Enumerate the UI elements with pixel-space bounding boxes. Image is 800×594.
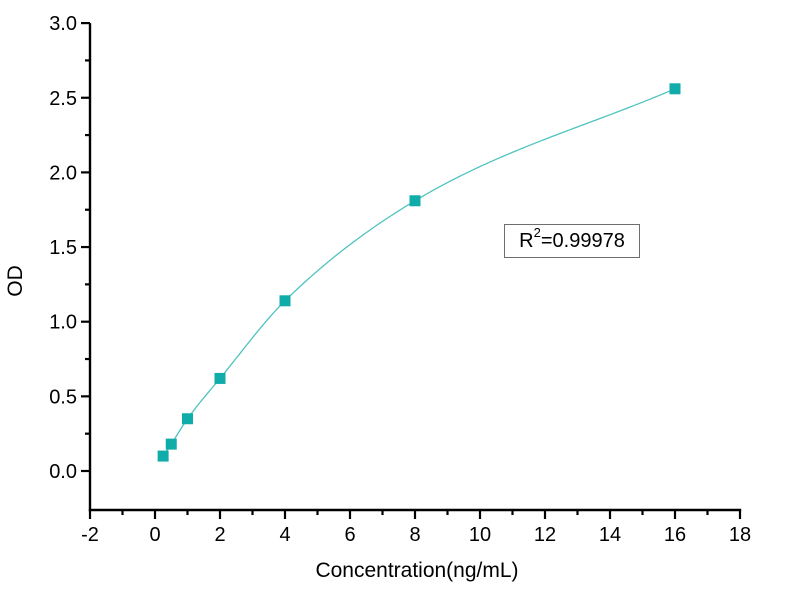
data-point-marker — [165, 438, 177, 450]
data-points — [157, 83, 681, 462]
y-tick-label: 0.0 — [49, 461, 77, 483]
x-tick-labels: -2 0 2 4 6 8 10 12 14 16 18 — [81, 524, 751, 546]
y-axis-title: OD — [4, 265, 27, 297]
y-tick-label: 0.5 — [49, 386, 77, 408]
y-tick-label: 3.0 — [49, 13, 77, 35]
x-tick-label: 12 — [534, 524, 556, 546]
x-tick-label: 14 — [599, 524, 621, 546]
y-tick-label: 1.5 — [49, 237, 77, 259]
data-point-marker — [214, 372, 226, 384]
x-tick-label: 4 — [279, 524, 290, 546]
x-tick-label: -2 — [81, 524, 99, 546]
superscript-2: 2 — [533, 224, 541, 240]
x-tick-label: 16 — [664, 524, 686, 546]
x-tick-label: 10 — [469, 524, 491, 546]
r-squared-text: R2=0.99978 — [519, 224, 625, 252]
x-tick-label: 0 — [149, 524, 160, 546]
fit-curve — [162, 88, 676, 457]
x-axis-title: Concentration(ng/mL) — [315, 559, 518, 582]
axes — [88, 23, 742, 512]
fit-curve-path — [162, 88, 676, 457]
x-tick-label: 2 — [214, 524, 225, 546]
y-tick-labels: 0.0 0.5 1.0 1.5 2.0 2.5 3.0 — [49, 13, 77, 483]
x-tick-label: 6 — [344, 524, 355, 546]
x-tick-label: 8 — [409, 524, 420, 546]
data-point-marker — [279, 295, 291, 307]
axis-ticks — [81, 22, 742, 519]
data-point-marker — [157, 450, 169, 462]
data-point-marker — [409, 195, 421, 207]
r-squared-annotation: R2=0.99978 — [504, 224, 640, 258]
data-point-marker — [182, 413, 193, 425]
y-tick-label: 2.5 — [49, 88, 77, 110]
data-point-marker — [669, 83, 681, 95]
y-tick-label: 2.0 — [49, 162, 77, 184]
x-tick-label: 18 — [729, 524, 751, 546]
y-tick-label: 1.0 — [49, 312, 77, 334]
